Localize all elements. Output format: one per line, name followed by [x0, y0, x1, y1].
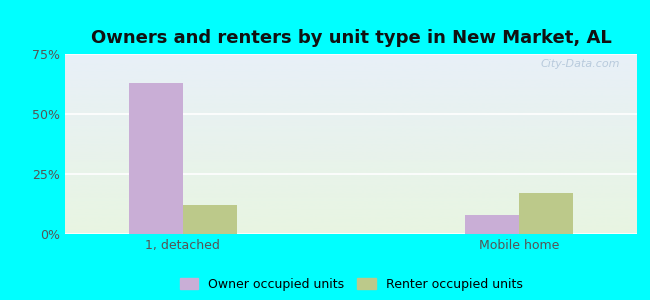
Bar: [183, 205, 237, 234]
Title: Owners and renters by unit type in New Market, AL: Owners and renters by unit type in New M…: [90, 29, 612, 47]
Bar: [519, 193, 573, 234]
Bar: [465, 215, 519, 234]
Bar: [129, 83, 183, 234]
Legend: Owner occupied units, Renter occupied units: Owner occupied units, Renter occupied un…: [174, 273, 528, 296]
Text: City-Data.com: City-Data.com: [540, 59, 620, 69]
